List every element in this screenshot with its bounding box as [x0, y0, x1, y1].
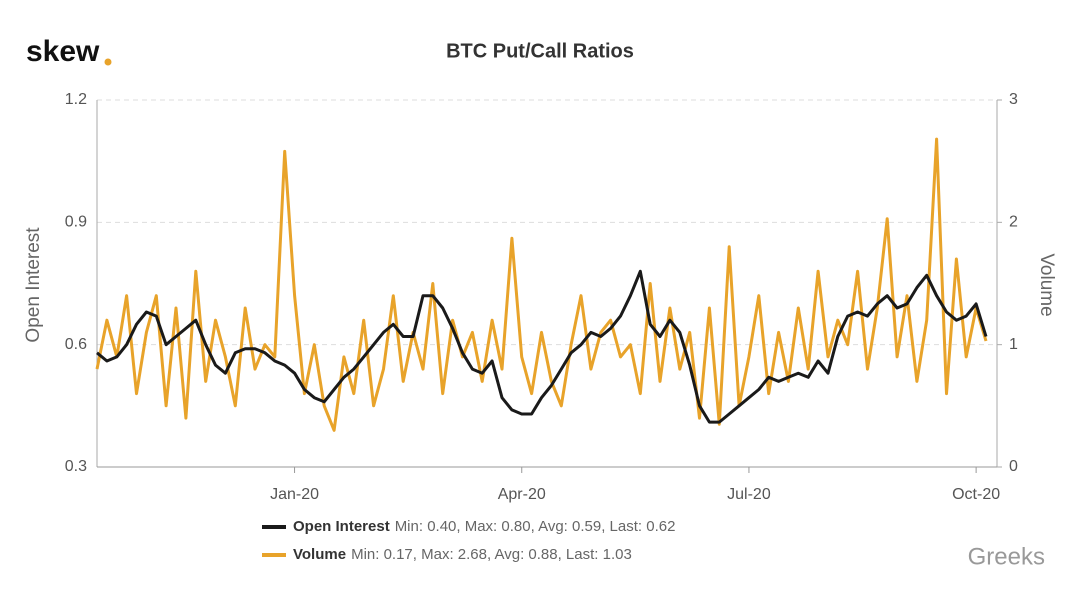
- x-tick-label: Jan-20: [270, 486, 319, 503]
- brand-dot: [104, 58, 112, 66]
- legend-entry: Volume Min: 0.17, Max: 2.68, Avg: 0.88, L…: [293, 546, 632, 563]
- legend-stats: Min: 0.17, Max: 2.68, Avg: 0.88, Last: 1…: [351, 546, 632, 563]
- series-line: [96, 269, 988, 424]
- watermark: Greeks: [968, 543, 1045, 570]
- brand-logo: skew: [26, 35, 100, 68]
- x-tick-label: Apr-20: [498, 486, 546, 503]
- y-tick-label: 1.2: [65, 91, 87, 108]
- legend-entry: Open Interest Min: 0.40, Max: 0.80, Avg: …: [293, 518, 675, 535]
- series-line: [95, 137, 988, 432]
- y-tick-label: 0.9: [65, 214, 87, 231]
- x-tick-label: Jul-20: [727, 486, 771, 503]
- legend-name: Volume: [293, 546, 346, 563]
- y2-tick-label: 0: [1009, 458, 1018, 475]
- chart-title: BTC Put/Call Ratios: [446, 40, 634, 62]
- y-tick-label: 0.6: [65, 336, 87, 353]
- y2-axis-title: Volume: [1036, 253, 1057, 316]
- y2-tick-label: 1: [1009, 336, 1018, 353]
- legend-stats: Min: 0.40, Max: 0.80, Avg: 0.59, Last: 0…: [395, 518, 676, 535]
- y2-tick-label: 2: [1009, 214, 1018, 231]
- y-axis-title: Open Interest: [23, 227, 44, 343]
- x-tick-label: Oct-20: [952, 486, 1000, 503]
- legend-name: Open Interest: [293, 518, 390, 535]
- y2-tick-label: 3: [1009, 91, 1018, 108]
- y-tick-label: 0.3: [65, 458, 87, 475]
